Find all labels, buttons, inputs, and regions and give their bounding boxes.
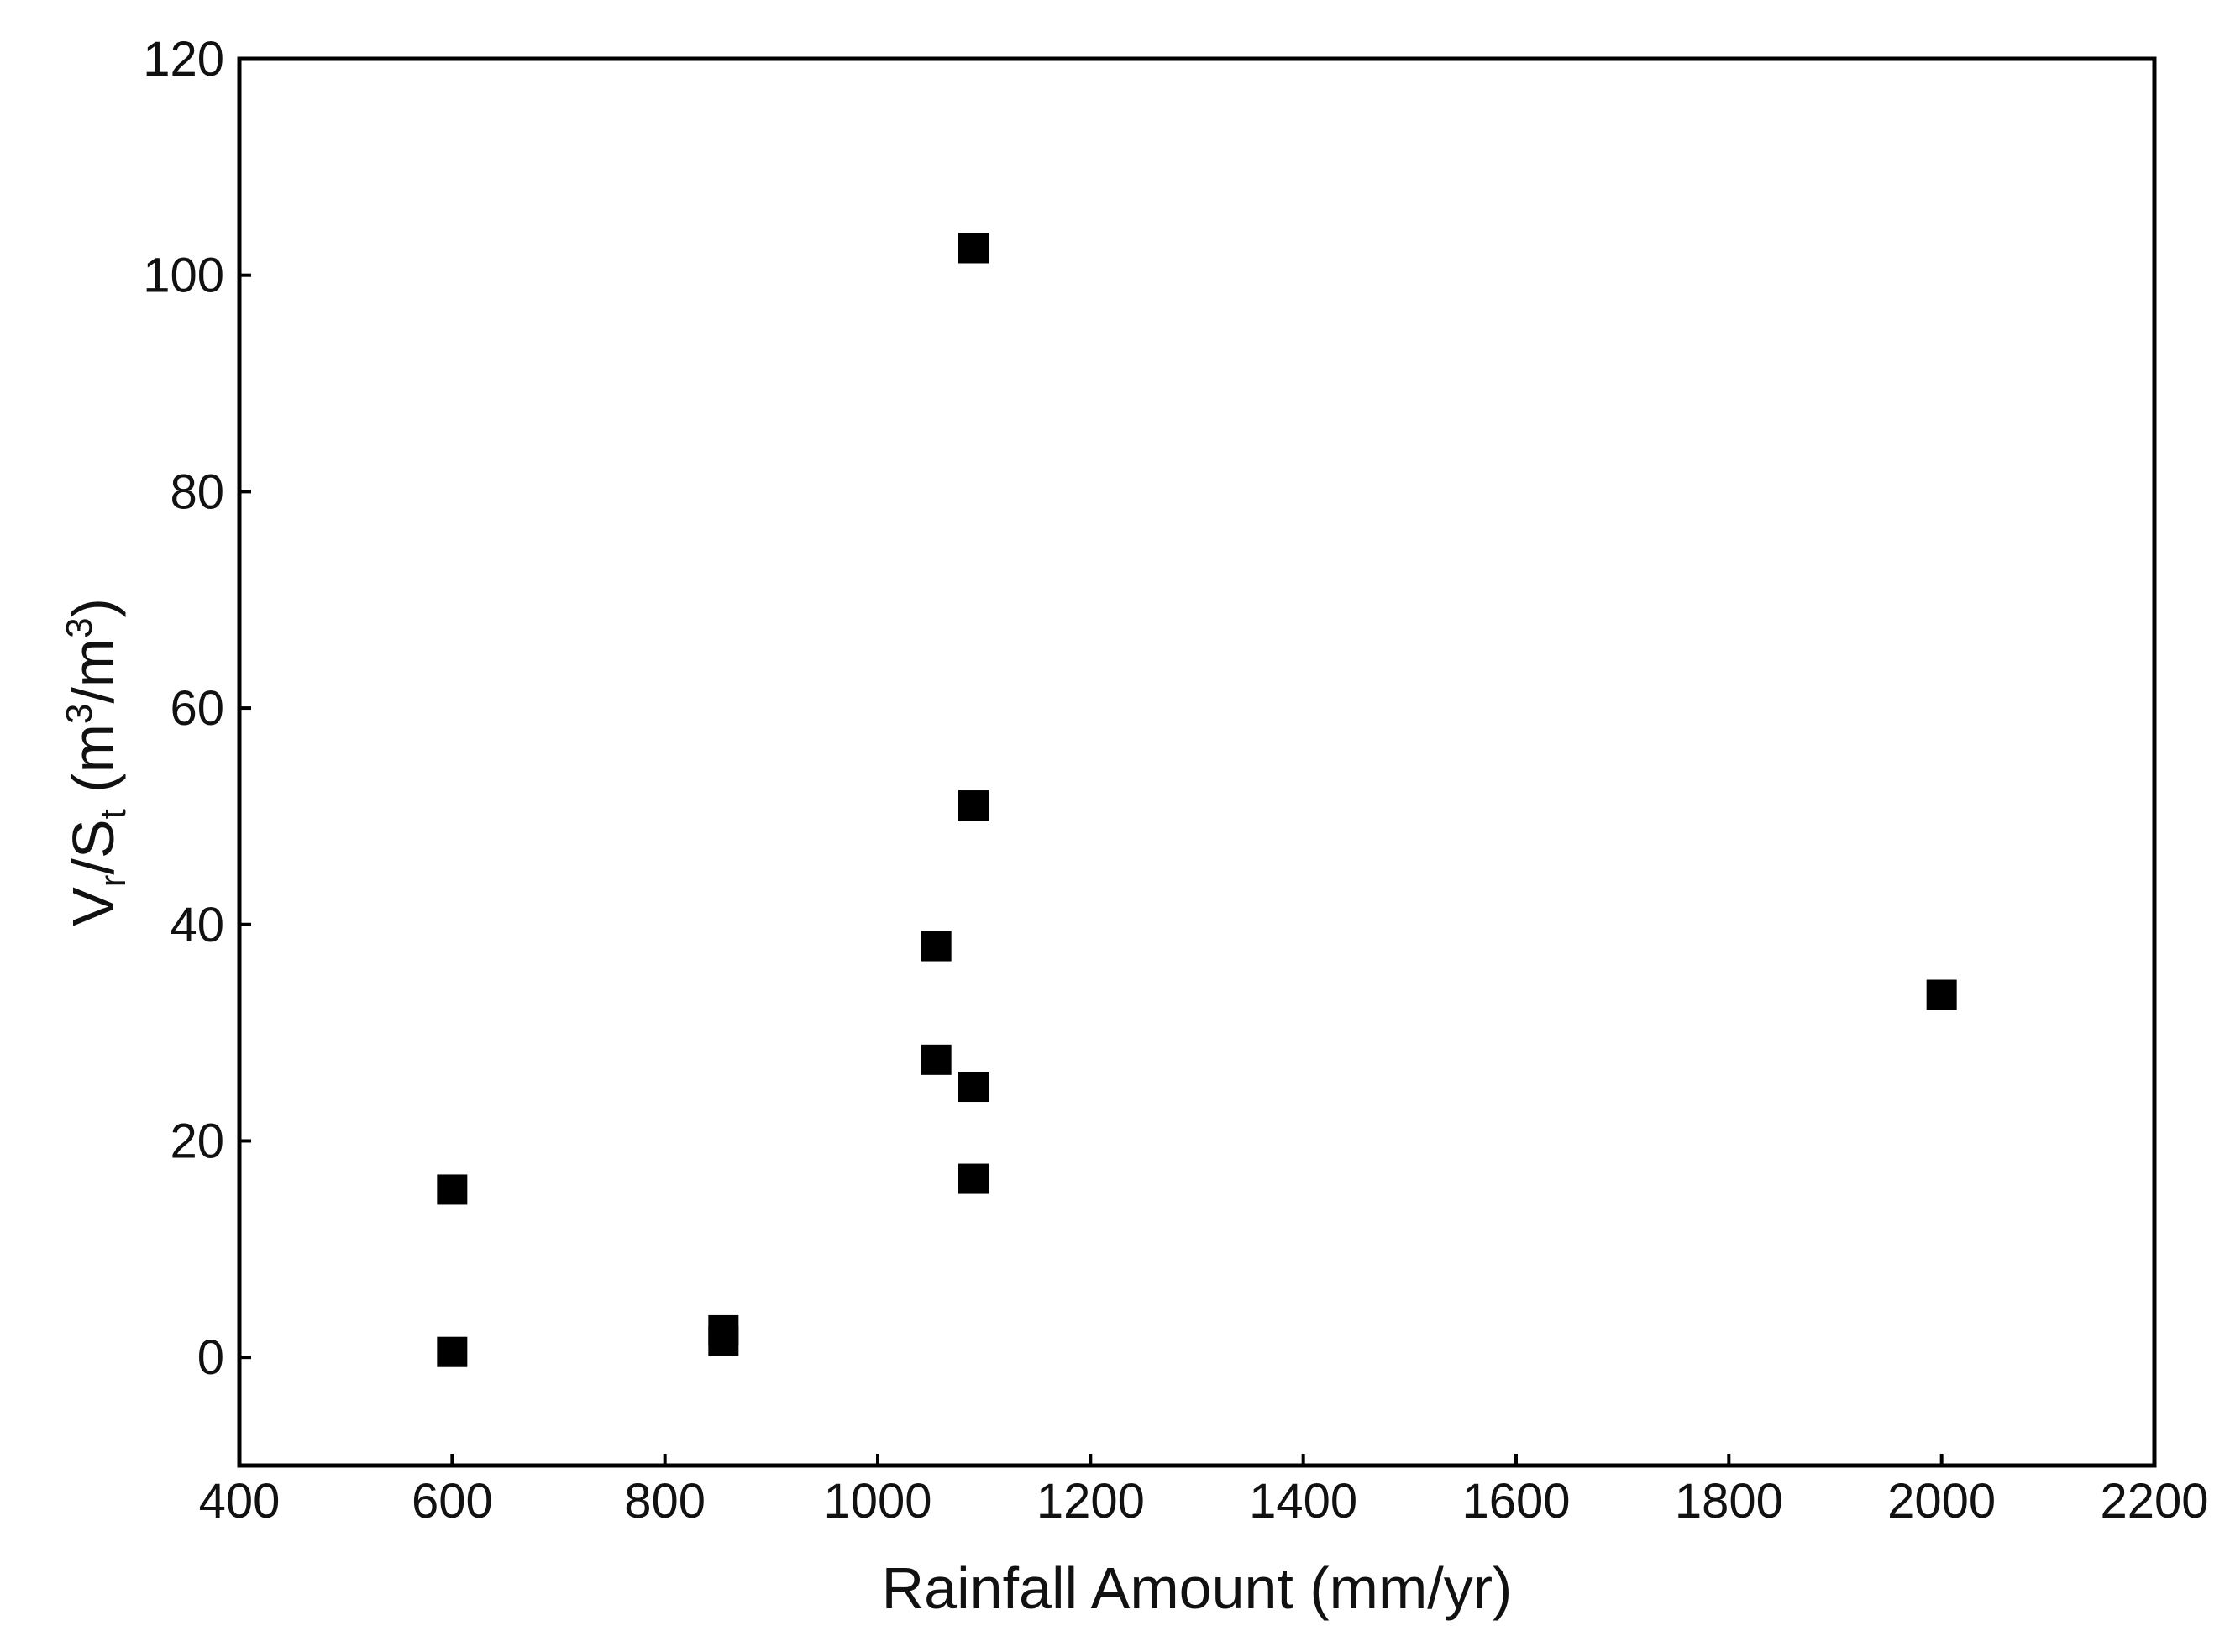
y-axis-title-sub-r: r	[92, 875, 134, 888]
x-tick-label: 1800	[1675, 1474, 1783, 1529]
x-tick-label: 1000	[823, 1474, 931, 1529]
x-tick-label: 2000	[1887, 1474, 1996, 1529]
y-axis-title-unit-open: (m	[60, 724, 126, 809]
y-tick-label: 20	[170, 1114, 224, 1168]
y-axis-title-mid: /S	[60, 819, 126, 874]
y-tick-label: 120	[143, 32, 224, 87]
data-point	[708, 1314, 739, 1345]
y-axis-title-sup-1: 3	[59, 704, 100, 724]
x-tick-label: 1400	[1249, 1474, 1357, 1529]
plot-frame	[237, 56, 2157, 1468]
y-axis-title-unit-close: )	[60, 598, 126, 617]
x-tick-label: 800	[624, 1474, 706, 1529]
y-axis-title: Vr/St (m3/m3)	[59, 598, 134, 926]
x-tick-label: 1200	[1036, 1474, 1145, 1529]
y-axis-title-unit-mid: /m	[60, 638, 126, 704]
data-point	[958, 233, 989, 264]
y-axis-ticks: 0 20 40 60 80 100 120	[143, 32, 251, 1385]
x-axis-ticks: 400 600 800 1000 1200 1400 1600 1800 2000 2200	[199, 1454, 2209, 1529]
y-axis-title-main: V	[60, 887, 126, 926]
y-tick-label: 60	[170, 681, 224, 736]
data-point	[958, 1163, 989, 1194]
data-point	[437, 1336, 468, 1367]
y-tick-label: 100	[143, 249, 224, 303]
data-point	[921, 931, 952, 962]
data-point	[921, 1044, 952, 1075]
x-tick-label: 600	[412, 1474, 493, 1529]
data-point	[437, 1174, 468, 1205]
y-axis-title-sub-t: t	[92, 809, 134, 819]
y-tick-label: 40	[170, 898, 224, 952]
y-tick-label: 80	[170, 464, 224, 519]
data-point	[958, 1072, 989, 1103]
x-tick-label: 1600	[1461, 1474, 1570, 1529]
y-axis-title-sup-2: 3	[59, 617, 100, 637]
data-point	[958, 790, 989, 821]
y-tick-label: 0	[197, 1330, 224, 1385]
x-tick-label: 2200	[2100, 1474, 2208, 1529]
x-axis-title: Rainfall Amount (mm/yr)	[882, 1555, 1513, 1621]
x-tick-label: 400	[199, 1474, 281, 1529]
data-points	[437, 233, 1957, 1367]
data-point	[1926, 979, 1957, 1010]
